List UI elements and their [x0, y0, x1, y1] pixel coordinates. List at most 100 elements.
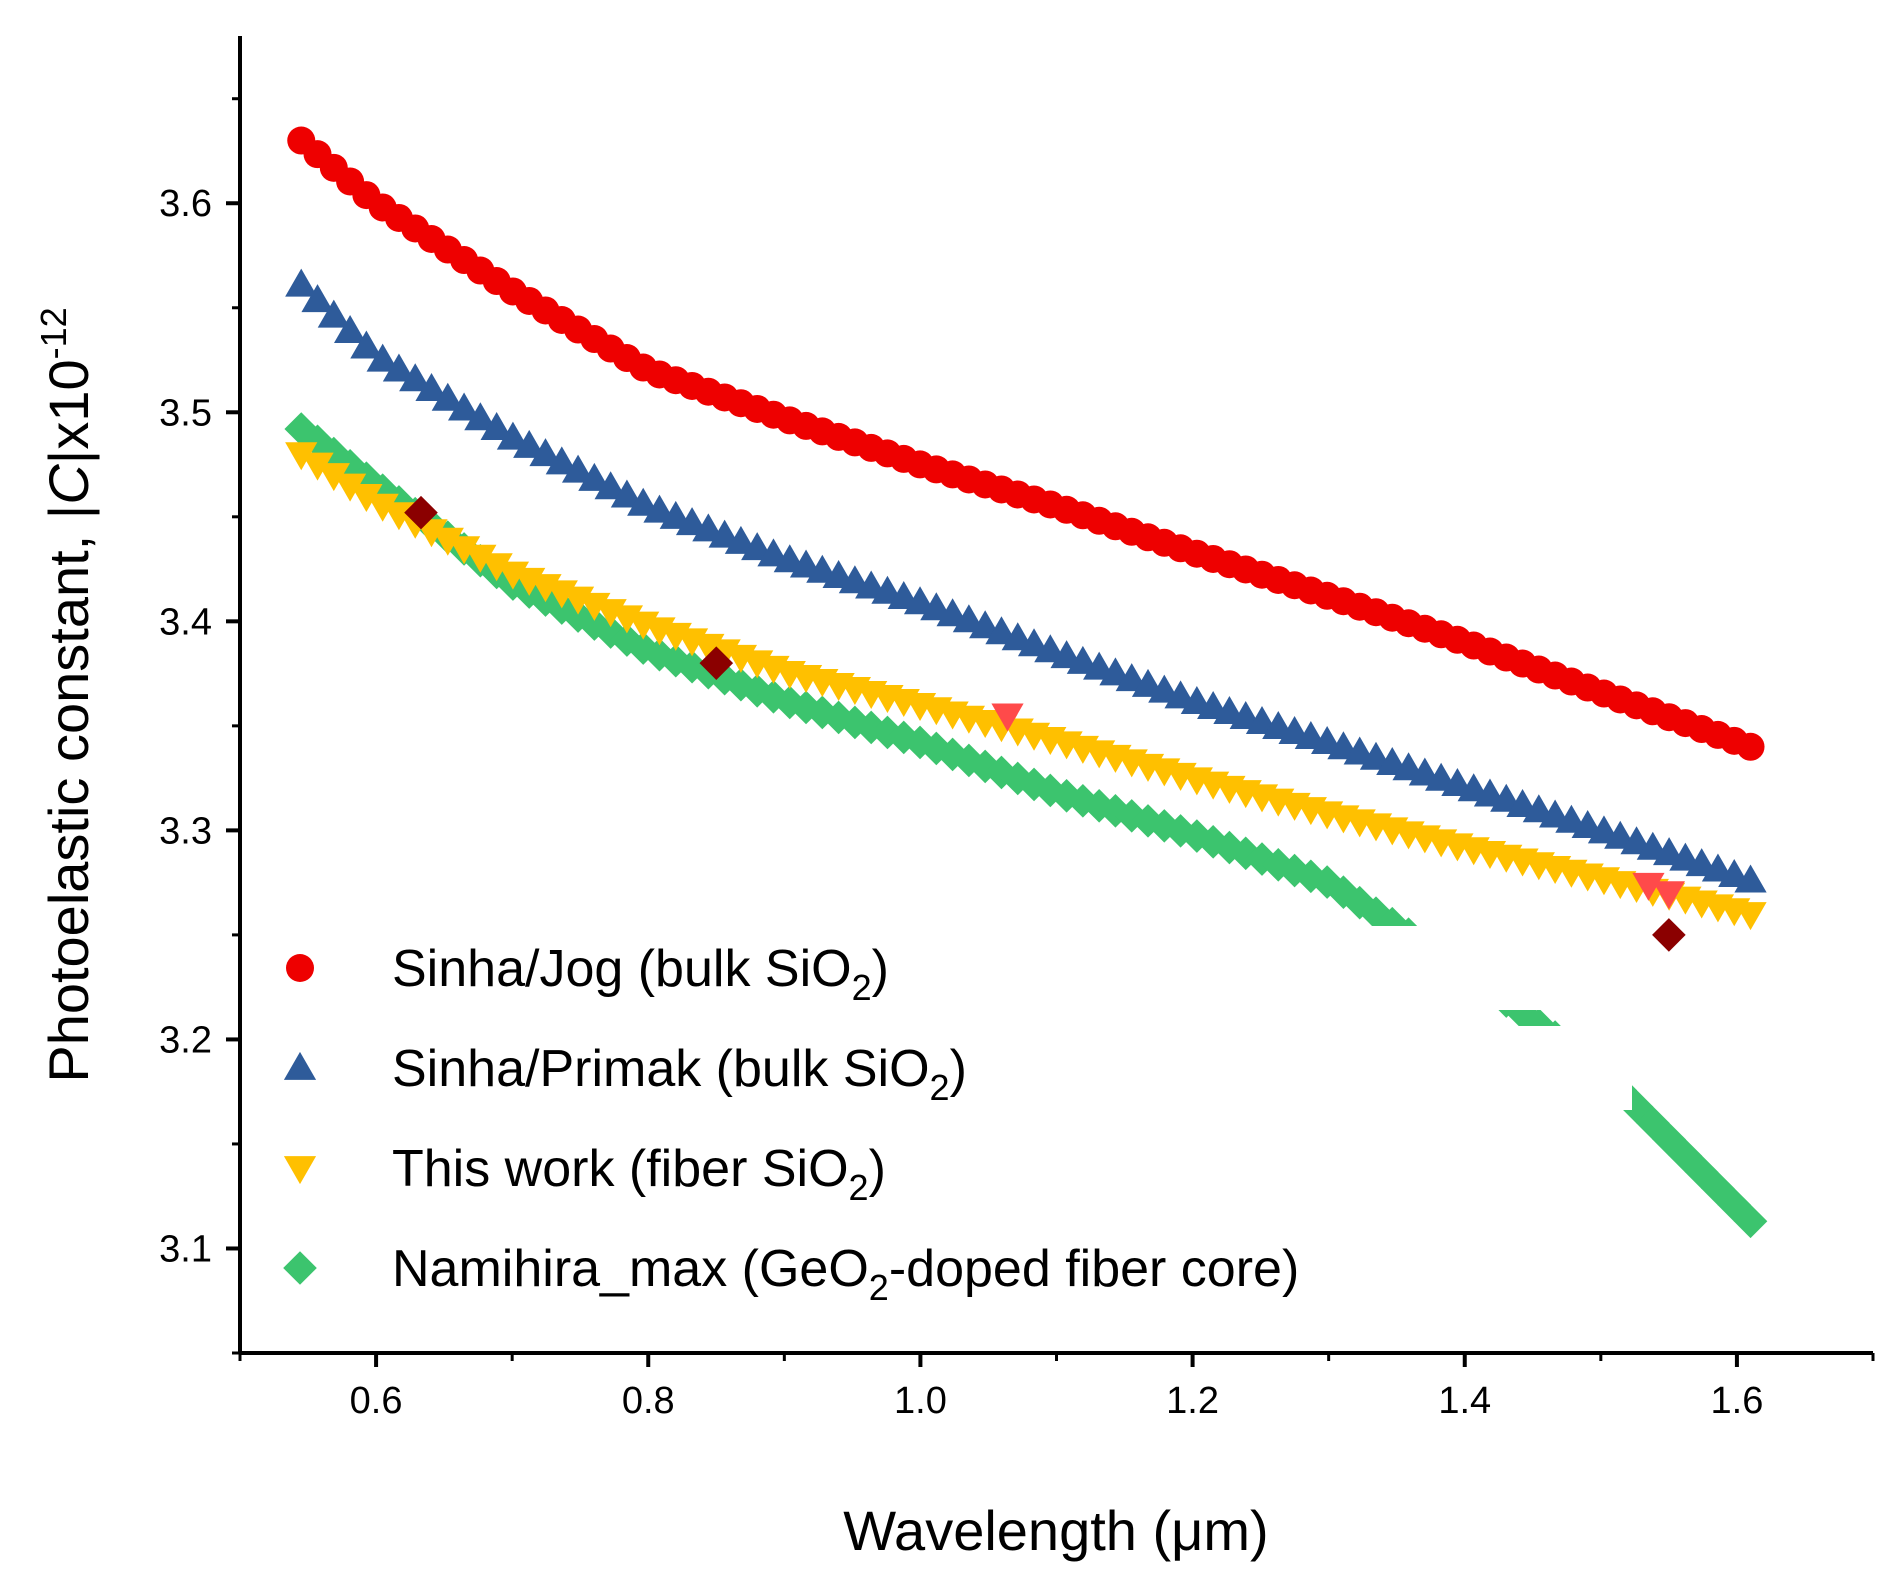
highlight-point	[404, 495, 438, 530]
data-point	[626, 631, 661, 665]
legend-label: Namihira_max (GeO2-doped fiber core)	[392, 1240, 1299, 1308]
data-point	[594, 471, 627, 500]
data-point	[366, 493, 399, 522]
data-point	[610, 479, 644, 508]
data-point	[1734, 902, 1767, 931]
data-point	[285, 268, 318, 297]
data-point	[415, 372, 448, 401]
y-axis-title-main: Photoelastic constant, |	[37, 505, 100, 1083]
x-tick-label: 1.4	[1438, 1380, 1491, 1422]
ticks: 0.6 0.8 1.0 1.2 1.4 1.6 3.1 3.2 3.3 3.4 3.5 3.6	[159, 97, 1875, 1422]
legend-label-subscript: 2	[930, 1067, 950, 1108]
data-point	[431, 382, 464, 411]
legend-row-bg	[262, 1226, 1632, 1310]
legend-label-subscript: 2	[852, 967, 872, 1008]
y-tick-label: 3.1	[159, 1228, 212, 1270]
data-point	[349, 461, 384, 495]
legend-label: This work (fiber SiO2)	[392, 1140, 886, 1208]
data-point	[317, 299, 350, 328]
data-point	[350, 330, 383, 359]
data-point	[821, 700, 856, 735]
legend-row-bg	[262, 926, 1632, 1010]
series-1	[285, 268, 1767, 893]
data-point	[382, 353, 416, 382]
y-axis-title-after: |x10	[37, 359, 100, 464]
data-point	[464, 402, 497, 431]
data-point	[1733, 1204, 1768, 1239]
data-point	[284, 412, 319, 446]
data-point	[431, 527, 464, 556]
legend-label-subscript: 2	[849, 1167, 869, 1208]
highlight-point	[991, 703, 1024, 732]
series-2	[285, 442, 1767, 931]
data-point	[317, 436, 351, 471]
legend-label-tail: )	[872, 940, 889, 998]
data-point	[578, 462, 611, 491]
legend-label-tail: -doped fiber core)	[889, 1240, 1299, 1298]
x-tick-label: 0.8	[622, 1380, 675, 1422]
data-point	[658, 643, 693, 678]
y-tick-label: 3.4	[159, 601, 212, 643]
data-point	[333, 473, 367, 502]
data-point	[480, 411, 513, 440]
data-point	[399, 363, 432, 392]
legend-label-text: Namihira_max (GeO	[392, 1240, 869, 1298]
legend-row-bg	[262, 1026, 1632, 1110]
highlight-point	[1652, 881, 1685, 910]
legend-label-text: Sinha/Jog (bulk SiO	[392, 940, 852, 998]
x-tick-label: 0.6	[350, 1380, 403, 1422]
legend-label-text: This work (fiber SiO	[392, 1140, 849, 1198]
data-point	[1294, 859, 1328, 894]
data-point	[464, 544, 497, 573]
x-tick-label: 1.2	[1166, 1380, 1219, 1422]
x-tick-label: 1.0	[894, 1380, 947, 1422]
y-axis-title-italic: C	[37, 464, 100, 505]
x-tick-label: 1.6	[1711, 1380, 1764, 1422]
data-point	[365, 473, 400, 507]
data-point	[561, 454, 595, 483]
data-point	[447, 392, 481, 421]
data-point	[480, 553, 513, 582]
data-point	[366, 343, 399, 372]
legend-label-tail: )	[950, 1040, 967, 1098]
legend: Sinha/Jog (bulk SiO2)Sinha/Primak (bulk …	[262, 926, 1632, 1310]
data-point	[545, 446, 578, 475]
data-point	[285, 442, 318, 471]
data-point	[577, 607, 612, 641]
legend-label-subscript: 2	[869, 1267, 889, 1308]
data-point	[496, 421, 530, 450]
legend-label: Sinha/Jog (bulk SiO2)	[392, 940, 889, 1008]
legend-marker	[283, 1156, 317, 1185]
data-point	[317, 463, 350, 492]
data-point	[903, 725, 937, 760]
x-axis-title: Wavelength (μm)	[843, 1499, 1268, 1562]
highlight-point	[1632, 872, 1665, 901]
highlight-point	[1652, 918, 1686, 952]
y-tick-label: 3.2	[159, 1019, 212, 1061]
legend-marker	[283, 1251, 317, 1285]
data-point	[1736, 732, 1765, 761]
data-point	[1359, 896, 1393, 930]
data-point	[350, 484, 383, 513]
data-point	[447, 536, 481, 565]
data-point	[301, 452, 334, 481]
data-point	[1734, 864, 1767, 893]
legend-marker	[286, 954, 314, 982]
legend-marker	[283, 1051, 317, 1080]
y-axis-title: Photoelastic constant, |C|x10-12	[33, 307, 100, 1082]
data-point	[593, 615, 628, 649]
data-point	[301, 284, 334, 313]
series-0	[287, 126, 1765, 761]
y-tick-label: 3.6	[159, 183, 212, 225]
legend-label-text: Sinha/Primak (bulk SiO	[392, 1040, 930, 1098]
data-point	[870, 715, 905, 750]
series-3	[284, 412, 1768, 1239]
highlight-point	[699, 646, 734, 680]
legend-label: Sinha/Primak (bulk SiO2)	[392, 1040, 967, 1108]
y-tick-label: 3.5	[159, 392, 212, 434]
data-point	[513, 429, 546, 458]
data-point	[333, 315, 367, 344]
data-markers	[284, 126, 1768, 1239]
data-point	[627, 487, 660, 516]
data-point	[854, 710, 888, 745]
